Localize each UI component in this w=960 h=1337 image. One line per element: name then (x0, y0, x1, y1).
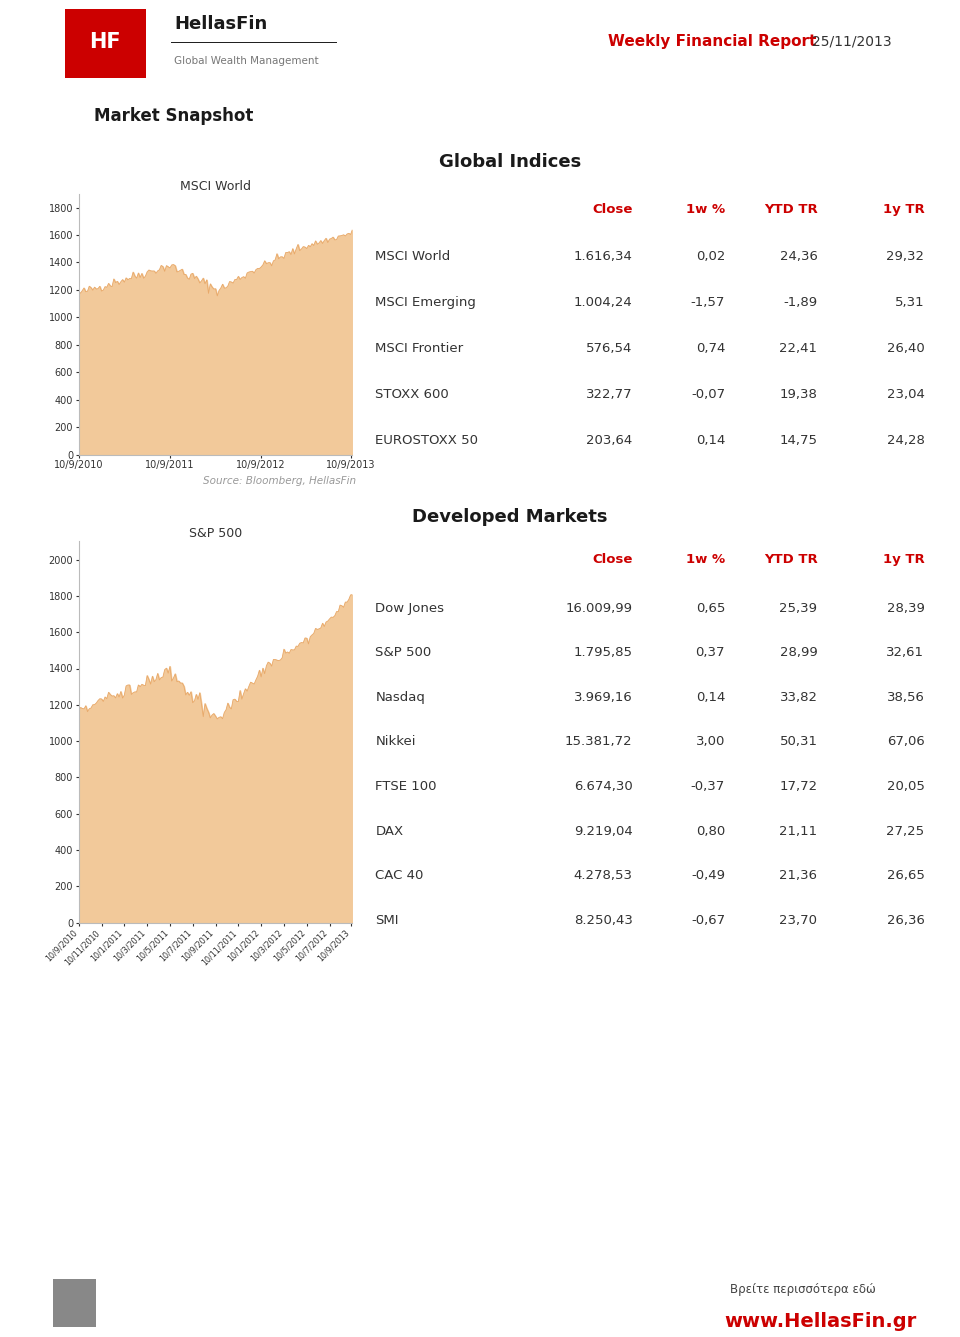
Text: EUROSTOXX 50: EUROSTOXX 50 (375, 435, 478, 448)
Bar (53, 1280, 96, 1326)
Text: 1.616,34: 1.616,34 (574, 250, 633, 263)
Text: -1,89: -1,89 (783, 297, 818, 309)
Text: 22,41: 22,41 (780, 342, 818, 356)
Text: -0,67: -0,67 (691, 913, 725, 927)
Text: Nikkei: Nikkei (375, 735, 416, 749)
Text: Βρείτε περισσότερα εδώ: Βρείτε περισσότερα εδώ (730, 1284, 876, 1297)
Text: 5,31: 5,31 (895, 297, 924, 309)
Text: HellasFin: HellasFin (175, 15, 268, 33)
Text: 576,54: 576,54 (587, 342, 633, 356)
Text: 27,25: 27,25 (886, 825, 924, 837)
Text: Global Indices: Global Indices (439, 152, 581, 171)
Text: -1,57: -1,57 (690, 297, 725, 309)
Text: DAX: DAX (375, 825, 403, 837)
Text: YTD TR: YTD TR (764, 203, 818, 217)
Text: Nasdaq: Nasdaq (375, 691, 425, 703)
Text: 33,82: 33,82 (780, 691, 818, 703)
Text: -0,07: -0,07 (691, 388, 725, 401)
Text: HF: HF (89, 32, 121, 52)
Text: 0,80: 0,80 (696, 825, 725, 837)
Text: Global Wealth Management: Global Wealth Management (175, 56, 319, 66)
Text: 0,14: 0,14 (696, 691, 725, 703)
Text: 1.795,85: 1.795,85 (573, 646, 633, 659)
Text: 21,36: 21,36 (780, 869, 818, 882)
Text: STOXX 600: STOXX 600 (375, 388, 449, 401)
Text: 17,72: 17,72 (780, 779, 818, 793)
Text: 3,00: 3,00 (696, 735, 725, 749)
Text: Source: Bloomberg, HellasFin: Source: Bloomberg, HellasFin (203, 476, 356, 485)
Text: 9.219,04: 9.219,04 (574, 825, 633, 837)
Text: Close: Close (592, 203, 633, 217)
Text: MSCI Frontier: MSCI Frontier (375, 342, 464, 356)
Text: Dow Jones: Dow Jones (375, 602, 444, 615)
Text: FTSE 100: FTSE 100 (375, 779, 437, 793)
Text: 28,99: 28,99 (780, 646, 818, 659)
Text: 21,11: 21,11 (780, 825, 818, 837)
Text: 24,28: 24,28 (886, 435, 924, 448)
Text: 3.969,16: 3.969,16 (574, 691, 633, 703)
Text: 15.381,72: 15.381,72 (564, 735, 633, 749)
Text: 4.278,53: 4.278,53 (573, 869, 633, 882)
Text: 24,36: 24,36 (780, 250, 818, 263)
Text: 1y TR: 1y TR (882, 554, 924, 566)
Text: -0,37: -0,37 (691, 779, 725, 793)
Text: 203,64: 203,64 (587, 435, 633, 448)
Text: 23,70: 23,70 (780, 913, 818, 927)
Bar (65, 9, 146, 79)
Text: 20,05: 20,05 (886, 779, 924, 793)
Text: 28,39: 28,39 (886, 602, 924, 615)
Text: 26,65: 26,65 (886, 869, 924, 882)
Text: Close: Close (592, 554, 633, 566)
Text: Weekly Financial Report: Weekly Financial Report (608, 35, 816, 49)
Text: 19,38: 19,38 (780, 388, 818, 401)
Text: YTD TR: YTD TR (764, 554, 818, 566)
Text: 25,39: 25,39 (780, 602, 818, 615)
Title: S&P 500: S&P 500 (189, 527, 242, 540)
Text: MSCI Emerging: MSCI Emerging (375, 297, 476, 309)
Text: SMI: SMI (375, 913, 398, 927)
Text: -0,49: -0,49 (691, 869, 725, 882)
Text: 16.009,99: 16.009,99 (565, 602, 633, 615)
Text: CAC 40: CAC 40 (375, 869, 423, 882)
Text: Developed Markets: Developed Markets (412, 508, 608, 527)
Text: 1w %: 1w % (685, 203, 725, 217)
Text: 32,61: 32,61 (886, 646, 924, 659)
Text: 0,02: 0,02 (696, 250, 725, 263)
Text: 0,74: 0,74 (696, 342, 725, 356)
Text: 0,65: 0,65 (696, 602, 725, 615)
Text: Market Snapshot: Market Snapshot (94, 107, 253, 126)
Text: 25/11/2013: 25/11/2013 (812, 35, 892, 48)
Title: MSCI World: MSCI World (180, 179, 251, 193)
Text: 6.674,30: 6.674,30 (574, 779, 633, 793)
Text: 1.004,24: 1.004,24 (574, 297, 633, 309)
Text: www.HellasFin.gr: www.HellasFin.gr (725, 1312, 917, 1332)
Text: 8.250,43: 8.250,43 (574, 913, 633, 927)
Text: 1w %: 1w % (685, 554, 725, 566)
Text: MSCI World: MSCI World (375, 250, 450, 263)
Text: 322,77: 322,77 (586, 388, 633, 401)
Text: 0,14: 0,14 (696, 435, 725, 448)
Text: 67,06: 67,06 (887, 735, 924, 749)
Text: 1y TR: 1y TR (882, 203, 924, 217)
Text: 23,04: 23,04 (886, 388, 924, 401)
Text: 38,56: 38,56 (886, 691, 924, 703)
Text: 26,36: 26,36 (886, 913, 924, 927)
Text: 0,37: 0,37 (696, 646, 725, 659)
Text: 14,75: 14,75 (780, 435, 818, 448)
Text: 29,32: 29,32 (886, 250, 924, 263)
Text: 26,40: 26,40 (887, 342, 924, 356)
Text: 50,31: 50,31 (780, 735, 818, 749)
Text: S&P 500: S&P 500 (375, 646, 432, 659)
